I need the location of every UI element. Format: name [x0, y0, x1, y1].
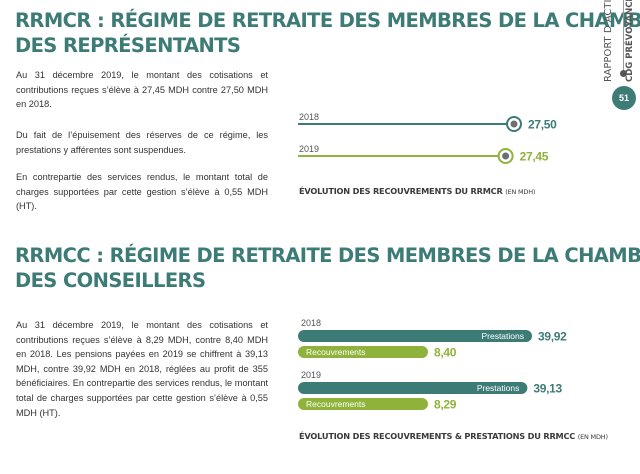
sidebar-connector-line	[623, 0, 624, 72]
recouvrements-bar-2018	[298, 346, 428, 358]
recouvrements-bar-label-2018: Recouvrements	[306, 347, 366, 357]
rrmcr-caption-unit: (EN MDH)	[505, 188, 536, 196]
prestations-bar-label-2018: Prestations	[481, 331, 524, 341]
section1-paragraph-3: En contrepartie des services rendus, le …	[16, 172, 268, 212]
recouvrement-value-2019: 27,45	[520, 150, 549, 164]
rrmcc-caption-unit: (EN MDH)	[577, 433, 608, 441]
prestations-value-2018: 39,92	[538, 330, 567, 344]
sidebar-org-label: CDG PRÉVOYANCE (CNR	[625, 0, 635, 82]
section1-paragraph-2: Du fait de l’épuisement des réserves de …	[16, 130, 268, 155]
section1-title-line1: RRMCR : RÉGIME DE RETRAITE DES MEMBRES D…	[15, 9, 640, 32]
year-label-2018: 2018	[301, 318, 321, 328]
rrmcr-caption-text: ÉVOLUTION DES RECOUVREMENTS DU RRMCR	[299, 186, 503, 196]
rrmcr-chart-caption: ÉVOLUTION DES RECOUVREMENTS DU RRMCR (EN…	[299, 186, 535, 196]
prestations-bar-2019	[298, 382, 528, 394]
recouvrement-dot-2018	[510, 120, 518, 128]
recouvrement-value-2018: 27,50	[528, 118, 557, 132]
year-label-2019: 2019	[301, 370, 321, 380]
page-number-badge: 51	[612, 86, 636, 110]
section2-title-line1: RRMCC : RÉGIME DE RETRAITE DES MEMBRES D…	[15, 244, 640, 267]
recouvrement-dot-2019	[502, 152, 510, 160]
recouvrements-bar-2019	[298, 398, 428, 410]
sidebar-report-label: RAPPORT D’ACTIVITÉ	[603, 0, 614, 82]
prestations-bar-2018	[298, 330, 532, 342]
prestations-bar-label-2019: Prestations	[477, 383, 520, 393]
recouvrements-value-2019: 8,29	[434, 398, 457, 412]
rrmcc-chart: 2018 Prestations 39,92 Recouvrements 8,40 201…	[298, 318, 567, 412]
rrmcc-chart-caption: ÉVOLUTION DES RECOUVREMENTS & PRESTATION…	[299, 431, 608, 441]
rrmcc-caption-text: ÉVOLUTION DES RECOUVREMENTS & PRESTATION…	[299, 431, 576, 441]
sidebar-connector-dot	[620, 70, 627, 77]
recouvrements-bar-label-2019: Recouvrements	[306, 399, 366, 409]
recouvrements-value-2018: 8,40	[434, 346, 457, 360]
section1-paragraph-1: Au 31 décembre 2019, le montant des coti…	[16, 70, 268, 110]
year-label-2018: 2018	[299, 112, 319, 122]
rrmcr-chart: 2018 27,50 2019 27,45	[298, 112, 557, 164]
section1-title-line2: DES REPRÉSENTANTS	[15, 34, 241, 57]
section2-paragraph: Au 31 décembre 2019, le montant des coti…	[16, 320, 268, 418]
section2-title-line2: DES CONSEILLERS	[15, 269, 206, 292]
section1-title: RRMCR : RÉGIME DE RETRAITE DES MEMBRES D…	[15, 8, 640, 58]
section2-title: RRMCC : RÉGIME DE RETRAITE DES MEMBRES D…	[15, 243, 640, 293]
year-label-2019: 2019	[299, 144, 319, 154]
prestations-value-2019: 39,13	[533, 382, 562, 396]
